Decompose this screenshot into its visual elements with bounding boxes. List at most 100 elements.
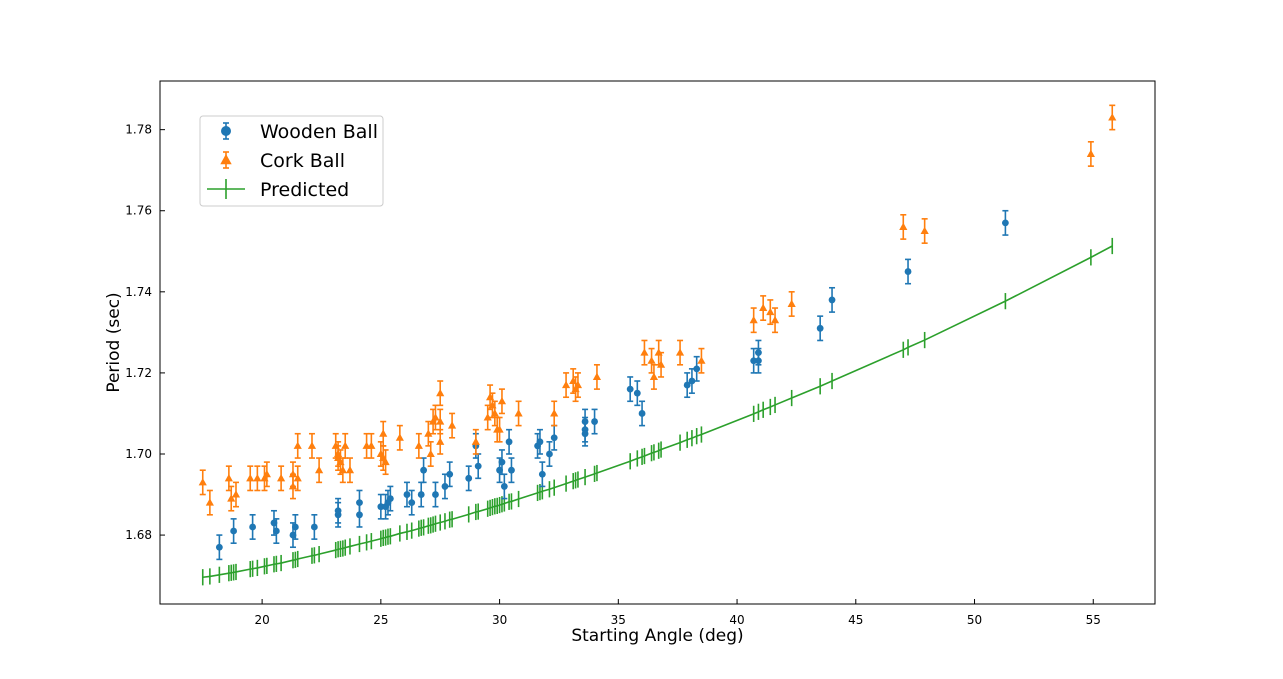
cork-ball-point bbox=[381, 457, 390, 466]
wooden-ball-point bbox=[408, 499, 416, 507]
legend-box bbox=[199, 115, 384, 207]
wooden-ball-point bbox=[446, 470, 454, 478]
cork-ball-point bbox=[253, 474, 262, 482]
y-axis: 1.68 1.70 1.72 1.74 1.76 1.78 bbox=[125, 123, 165, 542]
cork-ball-point bbox=[640, 348, 649, 356]
y-tick-label: 1.74 bbox=[125, 285, 152, 299]
wooden-ball-point bbox=[334, 507, 342, 515]
cork-ball-point bbox=[436, 437, 445, 445]
wooden-ball-point bbox=[638, 410, 646, 417]
y-tick-label: 1.70 bbox=[125, 447, 152, 461]
cork-ball-point bbox=[395, 433, 404, 441]
wooden-ball-point bbox=[508, 466, 515, 474]
wooden-ball-point bbox=[683, 381, 691, 389]
wooden-ball-point bbox=[536, 438, 544, 446]
cork-ball-point bbox=[787, 299, 796, 307]
cork-ball-point bbox=[426, 449, 435, 458]
wooden-ball-point bbox=[291, 523, 299, 531]
wooden-ball-point bbox=[828, 296, 836, 304]
legend-marker-triangle bbox=[220, 154, 232, 165]
wooden-ball-point bbox=[505, 438, 513, 446]
x-tick-label: 25 bbox=[373, 613, 388, 627]
x-tick-label: 50 bbox=[967, 613, 982, 627]
x-axis: 20 25 30 35 40 45 50 55 bbox=[254, 599, 1101, 627]
wooden-ball-point bbox=[1001, 219, 1009, 227]
wooden-ball-point bbox=[417, 491, 425, 498]
cork-ball-point bbox=[550, 409, 559, 417]
wooden-ball-point bbox=[581, 430, 589, 438]
y-tick-label: 1.78 bbox=[125, 123, 152, 137]
cork-ball-point bbox=[592, 372, 602, 380]
cork-ball-point bbox=[277, 474, 286, 482]
wooden-ball-point bbox=[474, 462, 482, 470]
cork-ball-point bbox=[656, 360, 666, 368]
wooden-ball-point bbox=[904, 268, 912, 275]
x-tick-label: 55 bbox=[1086, 613, 1101, 627]
predicted-series bbox=[201, 237, 1114, 586]
wooden-ball-point bbox=[249, 523, 257, 531]
cork-ball-point bbox=[379, 429, 388, 437]
cork-ball-point bbox=[697, 356, 706, 364]
y-tick-label: 1.72 bbox=[125, 366, 152, 380]
cork-ball-point bbox=[920, 226, 929, 235]
cork-ball-series bbox=[198, 104, 1117, 516]
cork-ball-point bbox=[293, 474, 302, 482]
wooden-ball-point bbox=[310, 523, 318, 531]
cork-ball-point bbox=[315, 465, 324, 474]
wooden-ball-point bbox=[546, 450, 553, 458]
cork-ball-point bbox=[436, 388, 445, 397]
y-axis-label: Period (sec) bbox=[104, 292, 124, 392]
cork-ball-point bbox=[495, 425, 504, 433]
wooden-ball-point bbox=[538, 470, 546, 478]
cork-ball-point bbox=[759, 303, 768, 312]
wooden-ball-point bbox=[230, 527, 238, 535]
cork-ball-point bbox=[262, 469, 271, 478]
cork-ball-point bbox=[307, 441, 317, 449]
wooden-ball-point bbox=[465, 474, 473, 482]
legend-label: Wooden Ball bbox=[260, 121, 378, 143]
wooden-ball-point bbox=[750, 357, 758, 365]
cork-ball-point bbox=[293, 441, 302, 449]
cork-ball-point bbox=[246, 474, 255, 482]
cork-ball-point bbox=[1108, 113, 1117, 121]
cork-ball-point bbox=[205, 498, 214, 506]
cork-ball-point bbox=[490, 409, 499, 417]
wooden-ball-point bbox=[633, 389, 641, 397]
wooden-ball-point bbox=[420, 466, 427, 474]
cork-ball-point bbox=[338, 465, 347, 474]
legend-marker-circle bbox=[221, 126, 231, 136]
cork-ball-point bbox=[770, 315, 780, 324]
cork-ball-point bbox=[647, 356, 656, 364]
cork-ball-point bbox=[231, 490, 241, 498]
cork-ball-point bbox=[1086, 149, 1095, 157]
wooden-ball-point bbox=[432, 491, 439, 498]
wooden-ball-point bbox=[356, 499, 363, 507]
plot-area-frame bbox=[159, 80, 1156, 605]
cork-ball-point bbox=[448, 421, 457, 429]
wooden-ball-point bbox=[693, 365, 701, 373]
cork-ball-point bbox=[649, 372, 659, 380]
cork-ball-point bbox=[436, 417, 445, 425]
wooden-ball-point bbox=[688, 377, 696, 385]
cork-ball-point bbox=[431, 413, 440, 421]
cork-ball-point bbox=[345, 465, 355, 474]
cork-ball-point bbox=[561, 380, 571, 389]
cork-ball-point bbox=[414, 441, 423, 449]
wooden-ball-point bbox=[755, 349, 762, 357]
y-tick-label: 1.68 bbox=[125, 528, 152, 542]
cork-ball-point bbox=[497, 396, 507, 405]
wooden-ball-point bbox=[441, 483, 449, 490]
wooden-ball-point bbox=[272, 527, 280, 535]
cork-ball-point bbox=[424, 429, 433, 437]
x-tick-label: 20 bbox=[254, 613, 269, 627]
legend: Wooden Ball Cork Ball Predicted bbox=[199, 115, 384, 207]
x-tick-label: 35 bbox=[611, 613, 626, 627]
wooden-ball-point bbox=[403, 491, 411, 498]
cork-ball-point bbox=[766, 307, 775, 316]
cork-ball-point bbox=[341, 441, 350, 449]
x-tick-label: 40 bbox=[729, 613, 744, 627]
cork-ball-point bbox=[198, 478, 207, 486]
wooden-ball-point bbox=[386, 495, 394, 502]
wooden-ball-point bbox=[498, 458, 506, 466]
